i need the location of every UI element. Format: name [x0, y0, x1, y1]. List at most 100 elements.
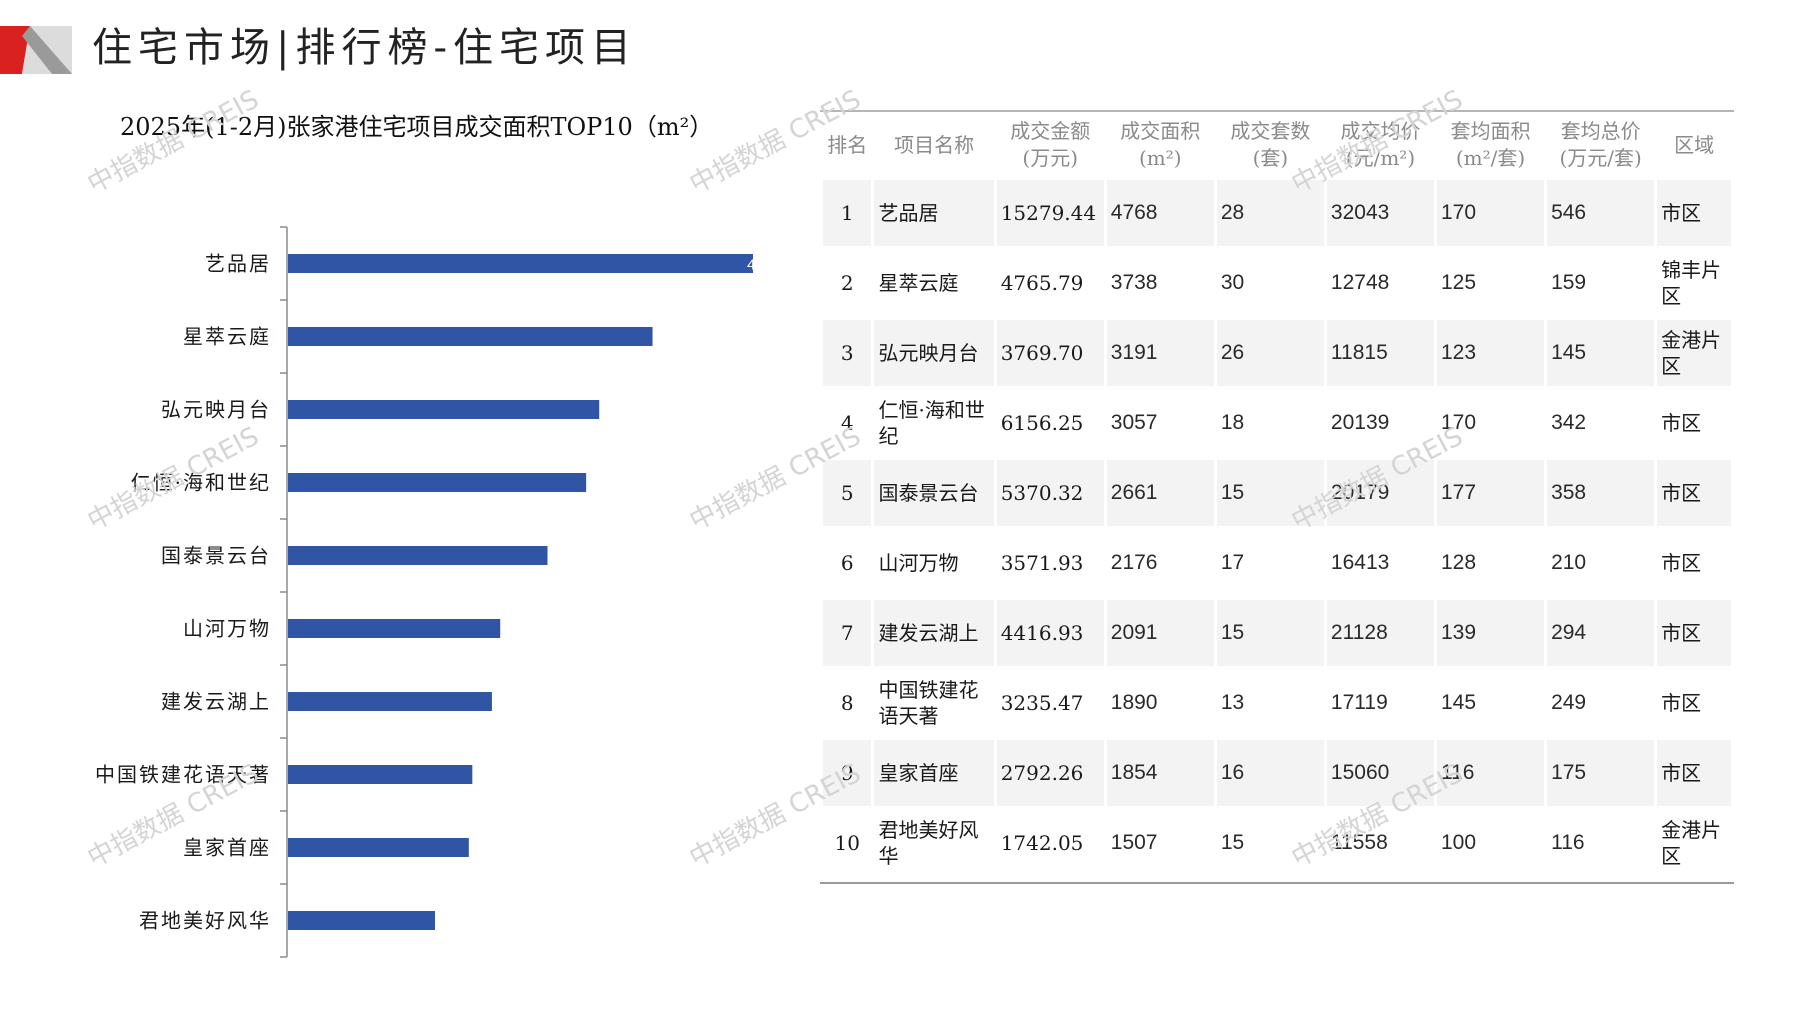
table-top-rule: [820, 110, 1734, 112]
table-cell: 26: [1216, 320, 1324, 386]
table-cell: 艺品居: [874, 180, 994, 246]
bar: [288, 911, 435, 930]
table-cell: 3: [823, 320, 872, 386]
table-cell: 金港片区: [1657, 810, 1731, 876]
table-cell: 15: [1216, 600, 1324, 666]
table-cell: 4416.93: [996, 600, 1104, 666]
table-cell: 1: [823, 180, 872, 246]
table-cell: 2091: [1106, 600, 1214, 666]
column-header-text: (万元/套): [1559, 146, 1642, 170]
bar: [288, 838, 469, 857]
table-cell: 17: [1216, 530, 1324, 596]
table-cell: 170: [1437, 180, 1545, 246]
column-header-text: 成交套数: [1230, 119, 1311, 143]
table-row: 10 君地美好风华 1742.05 1507 15 11558 100 116 金港片区: [823, 810, 1731, 876]
table-cell: 3738: [1106, 250, 1214, 316]
table-cell: 2: [823, 250, 872, 316]
category-label: 星萃云庭: [183, 325, 271, 349]
bar: [288, 473, 587, 492]
table-cell: 17119: [1326, 670, 1434, 736]
table-cell: 170: [1437, 390, 1545, 456]
table-cell: 116: [1437, 740, 1545, 806]
category-label: 山河万物: [183, 617, 271, 641]
table-row: 9 皇家首座 2792.26 1854 16 15060 116 175 市区: [823, 740, 1731, 806]
table-cell: 4: [823, 390, 872, 456]
table-cell: 弘元映月台: [874, 320, 994, 386]
table-cell: 6: [823, 530, 872, 596]
table-cell: 2661: [1106, 460, 1214, 526]
bar: [288, 546, 548, 565]
column-header-text: 套均总价: [1560, 119, 1641, 143]
table-cell: 15060: [1326, 740, 1434, 806]
table-row: 8 中国铁建花语天著 3235.47 1890 13 17119 145 249 市区: [823, 670, 1731, 736]
column-header: 套均面积 (m²/套): [1437, 114, 1544, 176]
table-cell: 294: [1547, 600, 1655, 666]
table-cell: 18: [1216, 390, 1324, 456]
table-cell: 5370.32: [996, 460, 1104, 526]
table-cell: 3571.93: [996, 530, 1104, 596]
table-cell: 128: [1437, 530, 1545, 596]
category-label: 仁恒·海和世纪: [131, 471, 271, 495]
table-cell: 3191: [1106, 320, 1214, 386]
column-header-text: 套均面积: [1450, 119, 1531, 143]
table-cell: 1854: [1106, 740, 1214, 806]
table-cell: 546: [1547, 180, 1655, 246]
column-header-text: 区域: [1674, 132, 1715, 157]
category-label: 皇家首座: [183, 836, 271, 860]
table-cell: 30: [1216, 250, 1324, 316]
table-cell: 2792.26: [996, 740, 1104, 806]
column-header-text: (m²): [1139, 146, 1182, 170]
table-row: 6 山河万物 3571.93 2176 17 16413 128 210 市区: [823, 530, 1731, 596]
table-cell: 3235.47: [996, 670, 1104, 736]
table-cell: 145: [1437, 670, 1545, 736]
table-cell: 市区: [1657, 600, 1731, 666]
table-cell: 5: [823, 460, 872, 526]
table-cell: 4768: [1106, 180, 1214, 246]
category-label: 弘元映月台: [161, 398, 271, 422]
column-header: 项目名称: [874, 114, 993, 176]
table-cell: 175: [1547, 740, 1655, 806]
bar: [288, 619, 501, 638]
table-cell: 125: [1437, 250, 1545, 316]
table-row: 2 星萃云庭 4765.79 3738 30 12748 125 159 锦丰片区: [823, 250, 1731, 316]
table-cell: 1742.05: [996, 810, 1104, 876]
table-cell: 国泰景云台: [874, 460, 994, 526]
table-cell: 3769.70: [996, 320, 1104, 386]
table-cell: 1507: [1106, 810, 1214, 876]
table-cell: 中国铁建花语天著: [874, 670, 994, 736]
table-cell: 9: [823, 740, 872, 806]
table-cell: 市区: [1657, 390, 1731, 456]
table-row: 7 建发云湖上 4416.93 2091 15 21128 139 294 市区: [823, 600, 1731, 666]
column-header-text: (元/m²): [1345, 146, 1416, 170]
bar: [288, 692, 492, 711]
table-cell: 6156.25: [996, 390, 1104, 456]
table-cell: 12748: [1326, 250, 1434, 316]
table-cell: 市区: [1657, 740, 1731, 806]
page-title: 住宅市场|排行榜-住宅项目: [92, 25, 637, 71]
table-cell: 7: [823, 600, 872, 666]
column-header: 成交金额 (万元): [997, 114, 1104, 176]
table-row: 3 弘元映月台 3769.70 3191 26 11815 123 145 金港片区: [823, 320, 1731, 386]
table-cell: 仁恒·海和世纪: [874, 390, 994, 456]
table-cell: 3057: [1106, 390, 1214, 456]
table-cell: 11815: [1326, 320, 1434, 386]
table-header-row: 排名 项目名称 成交金额 (万元) 成交面积 (m²) 成交套数 (套) 成交均价 (元/m²) 套…: [823, 114, 1731, 176]
column-header: 排名: [823, 114, 871, 176]
bar-chart: 艺品居星萃云庭弘元映月台仁恒·海和世纪国泰景云台山河万物建发云湖上中国铁建花语天…: [95, 226, 755, 958]
table-cell: 1890: [1106, 670, 1214, 736]
chart-title: 2025年(1-2月)张家港住宅项目成交面积TOP10（m²）: [120, 113, 714, 141]
table-cell: 建发云湖上: [874, 600, 994, 666]
table-cell: 8: [823, 670, 872, 736]
table-cell: 116: [1547, 810, 1655, 876]
column-header: 区域: [1657, 114, 1731, 176]
bar: [288, 765, 473, 784]
table-cell: 市区: [1657, 460, 1731, 526]
table-row: 5 国泰景云台 5370.32 2661 15 20179 177 358 市区: [823, 460, 1731, 526]
table-cell: 市区: [1657, 670, 1731, 736]
table-cell: 16: [1216, 740, 1324, 806]
column-header: 成交均价 (元/m²): [1327, 114, 1434, 176]
table-cell: 177: [1437, 460, 1545, 526]
table-cell: 139: [1437, 600, 1545, 666]
table-cell: 锦丰片区: [1657, 250, 1731, 316]
table-cell: 249: [1547, 670, 1655, 736]
